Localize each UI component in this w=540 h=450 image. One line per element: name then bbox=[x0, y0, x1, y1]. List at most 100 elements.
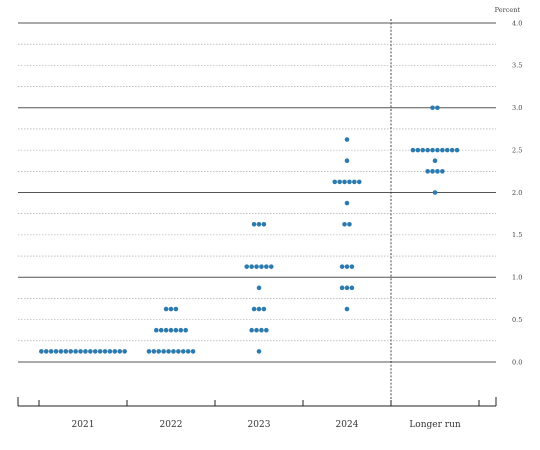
participant-dot bbox=[339, 285, 345, 291]
participant-dot bbox=[154, 327, 159, 333]
participant-dot bbox=[190, 349, 196, 354]
participant-dot bbox=[256, 285, 262, 291]
category-label: 2024 bbox=[336, 420, 359, 430]
participant-dot bbox=[173, 327, 179, 333]
participant-dot bbox=[168, 306, 174, 312]
participant-dot bbox=[332, 179, 338, 185]
category-label: 2021 bbox=[72, 420, 95, 430]
y-tick-label: 1.5 bbox=[512, 231, 522, 239]
participant-dot bbox=[151, 349, 157, 354]
participant-dot bbox=[261, 221, 267, 227]
participant-dot bbox=[344, 285, 350, 291]
participant-dot bbox=[410, 147, 416, 153]
participant-dot bbox=[117, 349, 123, 354]
participant-dot bbox=[122, 349, 127, 354]
participant-dot bbox=[342, 179, 347, 185]
y-tick-label: 1.0 bbox=[512, 274, 522, 282]
participant-dot bbox=[251, 306, 257, 312]
gridlines bbox=[18, 22, 496, 363]
participant-dot bbox=[342, 221, 347, 227]
participant-dot bbox=[58, 349, 64, 354]
participant-dot bbox=[43, 349, 49, 354]
participant-dot bbox=[185, 349, 191, 354]
unit-label: Percent bbox=[495, 6, 521, 14]
participant-dot bbox=[68, 349, 74, 354]
participant-dot bbox=[356, 179, 362, 185]
participant-dot bbox=[432, 158, 438, 164]
participant-dot bbox=[344, 158, 350, 164]
participant-dot bbox=[259, 264, 264, 269]
y-tick-label: 2.0 bbox=[512, 189, 522, 197]
participant-dot bbox=[352, 179, 357, 185]
participant-dot bbox=[161, 349, 166, 354]
participant-dot bbox=[415, 147, 421, 153]
participant-dot bbox=[347, 179, 352, 185]
category-label: Longer run bbox=[409, 420, 461, 430]
participant-dot bbox=[440, 169, 445, 174]
x-axis bbox=[17, 397, 497, 407]
participant-dot bbox=[440, 147, 445, 153]
participant-dot bbox=[251, 221, 257, 227]
participant-dot bbox=[430, 147, 435, 153]
participant-dot bbox=[48, 349, 54, 354]
participant-dot bbox=[158, 327, 164, 333]
y-tick-label: 0.0 bbox=[512, 358, 522, 366]
participant-dot bbox=[176, 349, 181, 354]
participant-dot bbox=[435, 147, 440, 153]
y-axis-tick-labels: 0.0 0.5 1.0 1.5 2.0 2.5 3.0 3.5 4.0 bbox=[512, 19, 522, 366]
y-tick-label: 3.0 bbox=[512, 104, 522, 112]
participant-dot bbox=[171, 349, 176, 354]
participant-dot bbox=[166, 349, 171, 354]
participant-dot bbox=[435, 169, 440, 174]
participant-dot bbox=[339, 264, 345, 269]
participant-dot bbox=[261, 306, 267, 312]
category-label: 2023 bbox=[248, 420, 271, 430]
participant-dot bbox=[268, 264, 274, 269]
participant-dot bbox=[435, 105, 440, 111]
participant-dot bbox=[264, 264, 269, 269]
participant-dot bbox=[112, 349, 118, 354]
participant-dot bbox=[344, 264, 350, 269]
y-tick-label: 4.0 bbox=[512, 19, 522, 27]
participant-dot bbox=[254, 327, 259, 333]
participant-dot bbox=[425, 147, 430, 153]
participant-dot bbox=[73, 349, 78, 354]
participant-dot bbox=[178, 327, 184, 333]
participant-dot bbox=[254, 264, 259, 269]
participant-dot bbox=[337, 179, 342, 185]
participant-dot bbox=[107, 349, 113, 354]
participant-dot bbox=[173, 306, 179, 312]
y-tick-label: 2.5 bbox=[512, 146, 522, 154]
participant-dot bbox=[163, 327, 169, 333]
participant-dot bbox=[259, 327, 264, 333]
participant-dot bbox=[454, 147, 460, 153]
participant-dot bbox=[425, 169, 430, 174]
participant-dot bbox=[156, 349, 162, 354]
participant-dot bbox=[249, 327, 254, 333]
participant-dot bbox=[88, 349, 93, 354]
y-tick-label: 0.5 bbox=[512, 316, 522, 324]
participant-dot bbox=[183, 327, 188, 333]
participant-dot bbox=[249, 264, 254, 269]
participant-dot bbox=[444, 147, 450, 153]
participant-dot bbox=[180, 349, 186, 354]
participant-dot bbox=[430, 169, 435, 174]
participant-dot bbox=[349, 285, 355, 291]
participant-dot bbox=[39, 349, 44, 354]
participant-dot bbox=[344, 200, 350, 206]
participant-dot bbox=[63, 349, 69, 354]
participant-dot bbox=[347, 221, 352, 227]
participant-dot bbox=[430, 105, 435, 111]
x-axis-category-labels: 2021 2022 2023 2024 Longer run bbox=[72, 420, 461, 430]
participant-dot bbox=[344, 137, 350, 142]
participant-dot bbox=[344, 306, 350, 312]
participant-dot bbox=[264, 327, 269, 333]
participant-dot bbox=[146, 349, 152, 354]
participant-dot bbox=[432, 190, 438, 195]
participant-dot bbox=[449, 147, 455, 153]
participant-dot bbox=[102, 349, 108, 354]
participant-dot bbox=[53, 349, 59, 354]
participant-dot bbox=[420, 147, 426, 153]
participant-dot bbox=[163, 306, 169, 312]
participant-dot bbox=[256, 349, 262, 354]
